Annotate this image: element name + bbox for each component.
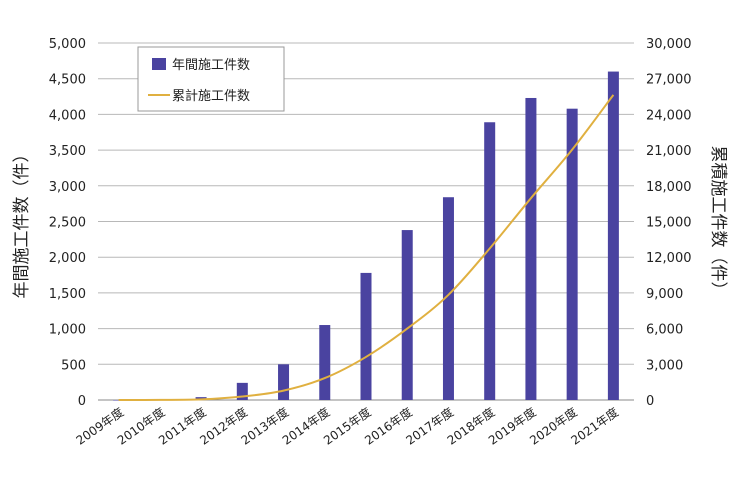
left-tick-label: 2,500 <box>49 216 86 231</box>
legend-bar-swatch <box>152 58 166 70</box>
bar <box>278 364 290 400</box>
bar <box>113 400 125 401</box>
left-tick-label: 4,000 <box>49 108 86 123</box>
bar <box>442 197 454 400</box>
right-tick-label: 18,000 <box>646 180 692 195</box>
bar <box>401 230 413 400</box>
left-tick-label: 0 <box>78 394 86 409</box>
left-tick-label: 2,000 <box>49 251 86 266</box>
left-tick-label: 3,500 <box>49 144 86 159</box>
left-tick-label: 1,500 <box>49 287 86 302</box>
right-axis-title: 累積施工件数（件） <box>708 146 728 299</box>
left-axis-ticks: 0 500 1,000 1,500 2,000 2,500 3,000 3,500 4,000 4… <box>49 37 86 409</box>
bar <box>484 122 496 400</box>
bar <box>525 97 537 400</box>
right-tick-label: 0 <box>646 394 654 409</box>
right-tick-label: 15,000 <box>646 216 692 231</box>
left-axis-title: 年間施工件数（件） <box>12 146 32 299</box>
legend: 年間施工件数 累計施工件数 <box>137 46 285 112</box>
cumulative-line <box>118 94 615 401</box>
right-tick-label: 24,000 <box>646 108 692 123</box>
right-tick-label: 21,000 <box>646 144 692 159</box>
right-tick-label: 27,000 <box>646 73 692 88</box>
x-axis-ticks: 2009年度2010年度2011年度2012年度2013年度2014年度2015… <box>73 404 621 448</box>
line-series <box>118 94 615 401</box>
left-tick-label: 1,000 <box>49 323 86 338</box>
bar-series <box>113 71 619 401</box>
left-tick-label: 4,500 <box>49 73 86 88</box>
right-tick-label: 6,000 <box>646 323 683 338</box>
gridlines <box>98 42 634 401</box>
bar <box>236 382 248 400</box>
left-tick-label: 5,000 <box>49 37 86 52</box>
legend-box <box>137 46 285 112</box>
bar <box>319 325 331 400</box>
right-tick-label: 30,000 <box>646 37 692 52</box>
legend-label-cumulative: 累計施工件数 <box>172 88 250 104</box>
right-axis-ticks: 0 3,000 6,000 9,000 12,000 15,000 18,000 21,000… <box>646 37 692 409</box>
left-tick-label: 3,000 <box>49 180 86 195</box>
bar <box>360 272 372 400</box>
right-tick-label: 9,000 <box>646 287 683 302</box>
right-tick-label: 3,000 <box>646 358 683 373</box>
legend-label-annual: 年間施工件数 <box>172 58 250 73</box>
bar <box>566 108 578 401</box>
left-tick-label: 500 <box>61 358 86 373</box>
right-tick-label: 12,000 <box>646 251 692 266</box>
bar <box>607 71 619 400</box>
